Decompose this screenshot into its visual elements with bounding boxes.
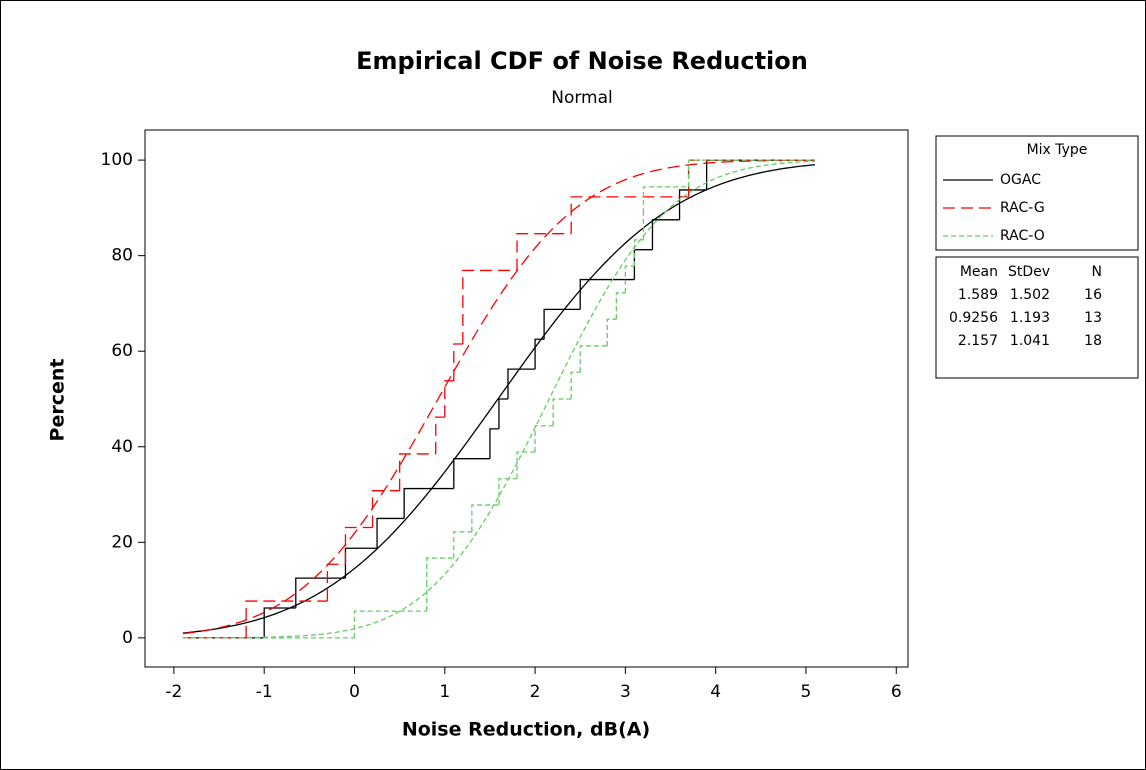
legend-label: OGAC — [1000, 172, 1041, 188]
stats-header: Mean — [960, 264, 998, 280]
ecdf-step — [687, 159, 815, 187]
ecdf-step — [263, 607, 296, 638]
ecdf-step — [633, 239, 644, 267]
ecdf-step — [624, 265, 635, 293]
ecdf-step — [453, 343, 463, 381]
y-tick-label: 100 — [101, 150, 133, 170]
x-tick-label: 3 — [620, 682, 631, 702]
stat-stdev: 1.502 — [1010, 287, 1050, 303]
ecdf-step — [678, 189, 707, 220]
ecdf-step — [516, 451, 536, 479]
stat-n: 16 — [1084, 287, 1102, 303]
x-axis-label: Noise Reduction, dB(A) — [402, 719, 650, 741]
stat-mean: 0.9256 — [949, 310, 998, 326]
ecdf-step — [371, 490, 400, 528]
ecdf-step — [376, 517, 405, 549]
stat-stdev: 1.193 — [1010, 310, 1050, 326]
ecdf-step — [403, 487, 454, 519]
chart-title: Empirical CDF of Noise Reduction — [356, 47, 808, 75]
x-tick-label: 1 — [439, 682, 450, 702]
stats-header: StDev — [1008, 264, 1050, 280]
ecdf-step — [570, 371, 581, 399]
ecdf-step — [295, 577, 346, 608]
ecdf-step — [516, 233, 572, 271]
ecdf-step — [507, 368, 536, 399]
ecdf-step — [471, 504, 499, 532]
x-tick-label: -1 — [256, 682, 273, 702]
ecdf-step — [606, 318, 617, 346]
x-tick-label: 5 — [801, 682, 812, 702]
y-tick-label: 0 — [122, 628, 133, 648]
ecdf-step — [534, 338, 545, 370]
stat-n: 18 — [1084, 333, 1102, 349]
ecdf-step — [453, 531, 472, 559]
legend-label: RAC-G — [1000, 200, 1045, 216]
y-tick-label: 60 — [111, 341, 133, 361]
x-tick-label: 2 — [530, 682, 541, 702]
ecdf-step — [579, 345, 608, 373]
ecdf-step — [498, 398, 508, 429]
ecdf-step — [534, 425, 554, 453]
ecdf-step — [344, 547, 378, 579]
stat-mean: 1.589 — [958, 287, 998, 303]
fit-curve — [182, 160, 816, 639]
y-tick-label: 40 — [111, 437, 133, 457]
stats-box — [935, 256, 1139, 379]
ecdf-step — [444, 380, 454, 418]
ecdf-step — [552, 398, 572, 426]
stat-mean: 2.157 — [958, 333, 998, 349]
chart-subtitle: Normal — [551, 88, 613, 108]
ecdf-step — [344, 526, 373, 565]
ecdf-step — [489, 428, 499, 459]
ecdf-step — [543, 308, 581, 340]
stats-header: N — [1092, 264, 1102, 280]
ecdf-step — [651, 219, 680, 250]
ecdf-step — [398, 453, 436, 491]
ecdf-step — [426, 557, 454, 585]
x-tick-label: 6 — [891, 682, 902, 702]
stat-n: 13 — [1084, 310, 1102, 326]
ecdf-step — [498, 478, 518, 506]
stat-stdev: 1.041 — [1010, 333, 1050, 349]
fit-curve — [182, 159, 816, 635]
ecdf-step — [435, 416, 445, 454]
ecdf-step — [462, 269, 518, 308]
legend-title: Mix Type — [1027, 142, 1088, 158]
plot-frame — [144, 129, 909, 668]
ecdf-step — [353, 610, 427, 638]
x-tick-label: 4 — [710, 682, 721, 702]
x-tick-label: 0 — [349, 682, 360, 702]
ecdf-step — [570, 196, 689, 234]
x-tick-label: -2 — [165, 682, 182, 702]
y-tick-label: 20 — [111, 532, 133, 552]
ecdf-step — [453, 458, 490, 489]
y-tick-label: 80 — [111, 246, 133, 266]
y-axis-label: Percent — [47, 359, 69, 442]
ecdf-step — [326, 563, 346, 602]
ecdf-step — [245, 600, 328, 638]
ecdf-step — [615, 292, 626, 320]
legend-label: RAC-O — [1000, 228, 1045, 244]
legend-box — [935, 135, 1139, 251]
fit-curve — [182, 164, 816, 634]
ecdf-step — [642, 186, 689, 214]
ecdf-step — [579, 278, 635, 310]
